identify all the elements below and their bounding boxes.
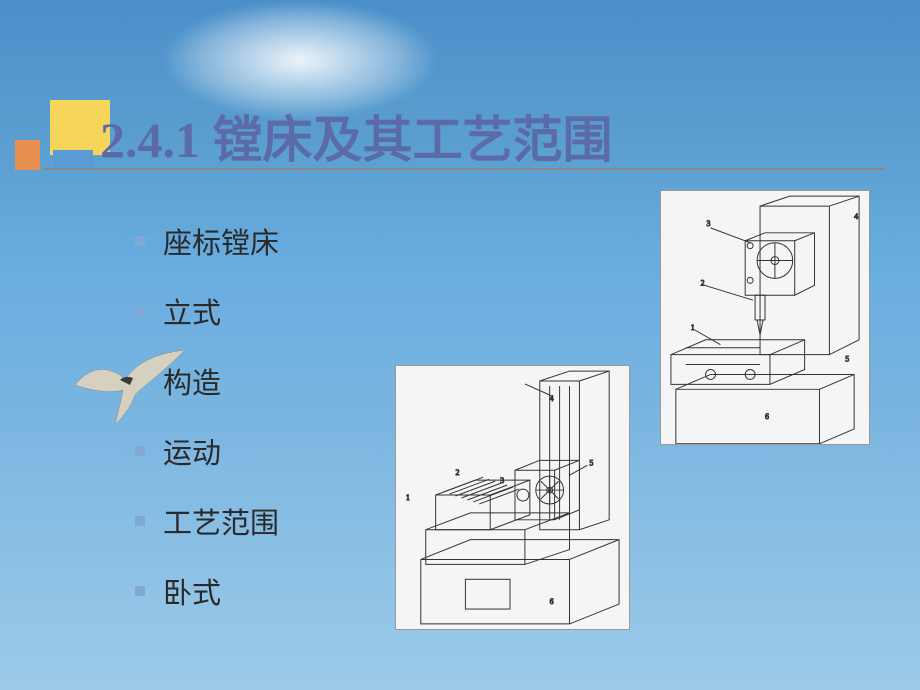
bullet-text: 座标镗床	[163, 220, 279, 262]
svg-text:3: 3	[500, 476, 504, 485]
bird-decoration	[65, 340, 195, 440]
horizontal-boring-machine-image: 6 1 2 4	[395, 365, 630, 630]
svg-text:2: 2	[455, 468, 459, 477]
svg-text:2: 2	[701, 278, 705, 287]
slide-title: 2.4.1 镗床及其工艺范围	[100, 100, 613, 172]
svg-text:1: 1	[406, 493, 410, 502]
list-item: 座标镗床	[135, 220, 279, 262]
bullet-icon	[135, 446, 145, 456]
bullet-icon	[135, 586, 145, 596]
deco-blue-square	[53, 150, 93, 170]
deco-orange-square	[15, 140, 40, 170]
svg-text:4: 4	[854, 212, 858, 221]
svg-text:3: 3	[707, 219, 711, 228]
bullet-icon	[135, 306, 145, 316]
bullet-text: 卧式	[163, 570, 221, 612]
bullet-text: 立式	[163, 290, 221, 332]
svg-text:1: 1	[691, 323, 695, 332]
list-item: 卧式	[135, 570, 279, 612]
svg-text:5: 5	[589, 458, 593, 467]
svg-text:6: 6	[550, 597, 554, 606]
svg-text:6: 6	[765, 412, 769, 421]
bullet-text: 工艺范围	[163, 500, 279, 542]
svg-text:5: 5	[845, 355, 849, 364]
list-item: 工艺范围	[135, 500, 279, 542]
vertical-boring-machine-image: 6 5 4 3	[660, 190, 870, 445]
title-underline	[45, 168, 885, 170]
bullet-icon	[135, 236, 145, 246]
list-item: 立式	[135, 290, 279, 332]
bullet-icon	[135, 516, 145, 526]
